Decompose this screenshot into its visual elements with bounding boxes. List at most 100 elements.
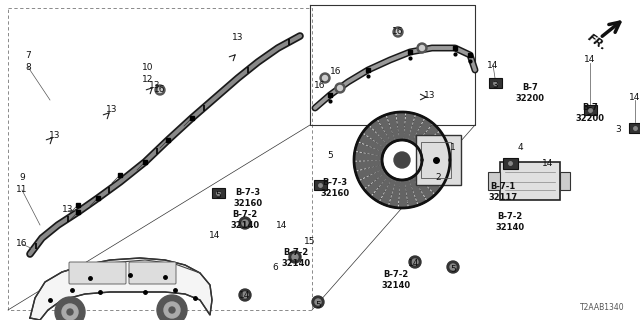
Wedge shape [412,118,432,144]
Circle shape [447,261,459,273]
Text: B-7-3
32160: B-7-3 32160 [321,178,349,198]
Text: 12: 12 [142,75,154,84]
FancyBboxPatch shape [488,78,502,88]
Circle shape [450,264,456,270]
Wedge shape [390,179,400,208]
Text: 14: 14 [276,220,288,229]
Wedge shape [354,112,450,208]
Wedge shape [413,175,434,200]
Text: B-7-3
32160: B-7-3 32160 [234,188,262,208]
Circle shape [239,289,251,301]
Text: 13: 13 [232,34,244,43]
Text: 14: 14 [209,230,221,239]
Bar [417,135,461,185]
FancyBboxPatch shape [584,105,596,115]
Circle shape [409,256,421,268]
FancyBboxPatch shape [129,262,176,284]
Circle shape [157,295,187,320]
Text: 15: 15 [304,237,316,246]
Circle shape [335,83,345,93]
Text: 11: 11 [16,186,28,195]
Text: B-7-2
32140: B-7-2 32140 [381,270,411,290]
Bar [421,142,451,178]
Text: T2AAB1340: T2AAB1340 [580,303,625,312]
Circle shape [242,220,248,226]
Wedge shape [359,169,386,188]
Circle shape [67,309,73,315]
Wedge shape [354,161,383,170]
Circle shape [157,87,163,92]
Wedge shape [355,143,383,156]
Bar [488,172,500,190]
Text: 1: 1 [450,143,456,153]
Wedge shape [358,134,385,152]
Text: 16: 16 [314,81,326,90]
Circle shape [55,297,85,320]
Text: 9: 9 [19,173,25,182]
Text: 14: 14 [239,291,251,300]
Text: 5: 5 [215,190,221,199]
Circle shape [393,27,403,37]
Text: FR.: FR. [586,32,609,52]
Text: 3: 3 [615,125,621,134]
Circle shape [169,307,175,313]
Polygon shape [30,258,212,320]
Text: 10: 10 [142,63,154,73]
Text: 13: 13 [106,106,118,115]
Wedge shape [365,172,388,196]
Wedge shape [420,140,449,155]
Text: B-7
32200: B-7 32200 [515,83,545,103]
Wedge shape [405,179,417,207]
Text: B-7-1
32117: B-7-1 32117 [488,182,518,202]
Circle shape [323,76,328,81]
Wedge shape [408,114,424,142]
Wedge shape [370,120,391,145]
Circle shape [394,152,410,168]
Wedge shape [409,177,426,205]
Text: 8: 8 [25,62,31,71]
Wedge shape [354,153,382,160]
Circle shape [242,292,248,298]
FancyBboxPatch shape [502,157,518,169]
Circle shape [419,45,424,51]
Text: 14: 14 [584,55,596,65]
Text: 13: 13 [149,81,161,90]
Wedge shape [372,176,392,202]
Text: 2: 2 [435,173,441,182]
Wedge shape [422,150,450,159]
Text: 6: 6 [272,263,278,273]
Text: 16: 16 [392,28,404,36]
FancyBboxPatch shape [211,188,225,198]
Text: 14: 14 [629,92,640,101]
Text: 16: 16 [154,85,166,94]
Wedge shape [404,112,415,141]
Bar [560,172,570,190]
Wedge shape [356,165,384,180]
Text: 13: 13 [49,131,61,140]
Wedge shape [363,126,388,148]
Circle shape [320,73,330,83]
Text: 5: 5 [327,150,333,159]
Text: B-7
32200: B-7 32200 [575,103,605,123]
Circle shape [239,217,251,229]
Text: 4: 4 [517,143,523,153]
Wedge shape [416,172,441,194]
Circle shape [337,85,342,91]
Text: 7: 7 [25,51,31,60]
Text: 5: 5 [450,266,456,275]
Circle shape [417,43,427,53]
Circle shape [292,254,298,260]
Text: 14: 14 [408,259,420,268]
FancyBboxPatch shape [69,262,126,284]
Wedge shape [380,178,396,206]
Wedge shape [387,113,399,141]
Wedge shape [419,168,446,186]
Text: 14: 14 [487,60,499,69]
Text: 16: 16 [330,68,342,76]
Text: 13: 13 [424,91,436,100]
Text: B-7-2
32140: B-7-2 32140 [282,248,310,268]
Wedge shape [418,132,445,151]
FancyBboxPatch shape [628,123,640,133]
Circle shape [315,299,321,305]
Wedge shape [397,112,404,140]
